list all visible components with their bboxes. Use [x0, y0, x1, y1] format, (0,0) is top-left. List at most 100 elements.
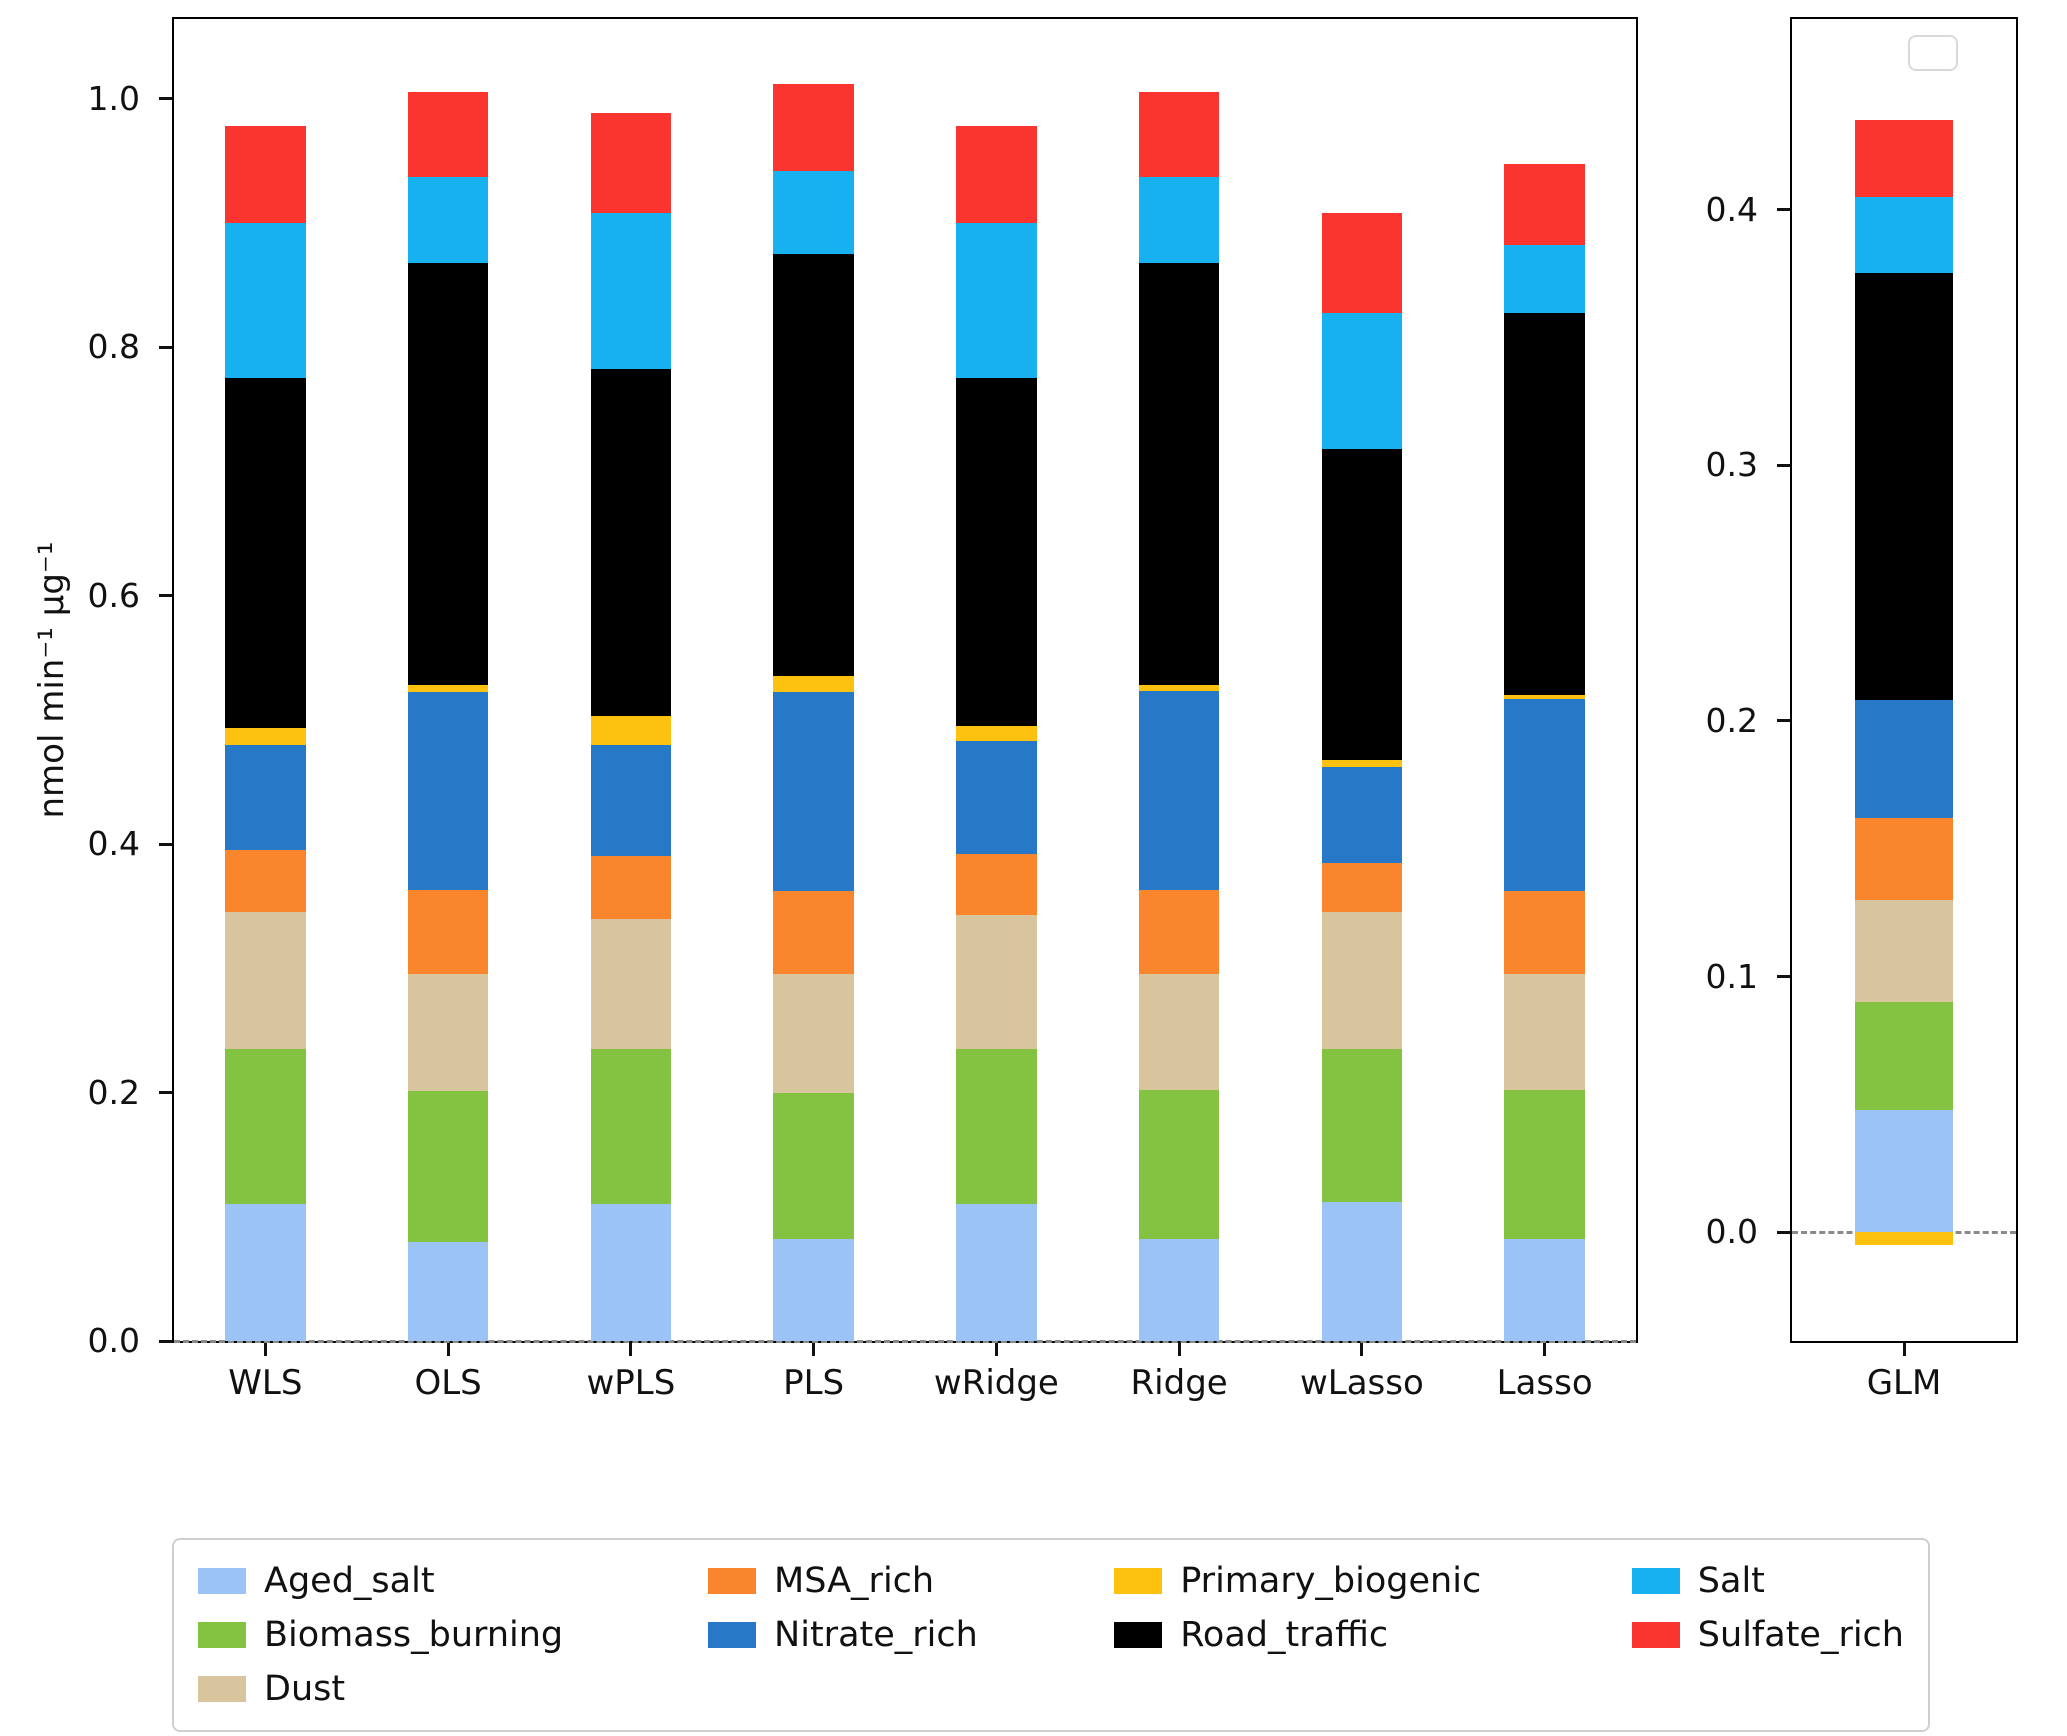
bar-segment-salt	[590, 212, 672, 370]
bar-segment-biomass_burning	[407, 1091, 489, 1242]
y-tick-mark	[159, 1091, 172, 1094]
bar-segment-aged_salt	[1321, 1201, 1403, 1341]
legend-label: Sulfate_rich	[1697, 1615, 1904, 1655]
legend-swatch-nitrate_rich	[708, 1622, 757, 1648]
x-tick-mark	[263, 1343, 267, 1356]
y-tick-label: 1.0	[87, 78, 140, 118]
legend-swatch-sulfate_rich	[1631, 1622, 1680, 1648]
bar-segment-biomass_burning	[1138, 1090, 1220, 1240]
bar-segment-road_traffic	[407, 262, 489, 685]
x-tick-label: WLS	[228, 1363, 303, 1403]
bar-segment-dust	[1138, 974, 1220, 1091]
bar-segment-road_traffic	[1504, 313, 1585, 695]
bar-segment-dust	[590, 918, 672, 1050]
x-tick-mark	[994, 1343, 998, 1356]
y-tick-label: 0.2	[87, 1072, 140, 1112]
x-tick-label: wRidge	[933, 1363, 1059, 1403]
bar-segment-aged_salt	[225, 1204, 306, 1341]
legend-swatch-salt	[1631, 1568, 1680, 1594]
bar-segment-primary_biogenic	[590, 716, 672, 745]
legend-swatch-aged_salt	[198, 1568, 246, 1594]
bar-segment-primary_biogenic	[407, 684, 489, 693]
y-tick-mark	[1777, 463, 1790, 467]
bar-segment-nitrate_rich	[407, 692, 489, 890]
bar-segment-primary_biogenic	[956, 725, 1037, 741]
x-tick-mark	[629, 1343, 633, 1356]
x-tick-mark	[1543, 1343, 1547, 1356]
bar-segment-msa_rich	[773, 891, 854, 975]
x-tick-label: wLasso	[1299, 1363, 1424, 1403]
bar-segment-sulfate_rich	[407, 92, 489, 177]
y-tick-label: 0.6	[87, 575, 140, 615]
bar-segment-road_traffic	[956, 378, 1037, 726]
legend-item: Primary_biogenic	[1114, 1554, 1632, 1608]
bar-segment-road_traffic	[1321, 448, 1403, 760]
bar-segment-sulfate_rich	[1138, 92, 1220, 177]
y-tick-label: 0.0	[1705, 1212, 1758, 1252]
bar-segment-dust	[407, 974, 489, 1092]
zero-dashed-line	[1792, 1230, 2016, 1234]
bar-segment-aged_salt	[1138, 1239, 1220, 1341]
legend-item: Biomass_burning	[198, 1608, 708, 1662]
legend-swatch-road_traffic	[1114, 1622, 1163, 1648]
x-tick-mark	[1902, 1343, 1906, 1356]
y-tick-label: 0.2	[1705, 700, 1758, 740]
y-tick-mark	[159, 594, 172, 597]
bar-segment-msa_rich	[1321, 862, 1403, 913]
y-tick-mark	[159, 1339, 172, 1343]
bar-segment-aged_salt	[407, 1241, 489, 1341]
legend-column: Salt Sulfate_rich	[1631, 1554, 1904, 1716]
legend-label: Dust	[264, 1669, 346, 1709]
y-tick-mark	[159, 842, 172, 846]
bar-segment-primary_biogenic	[225, 728, 306, 745]
x-tick-mark	[446, 1343, 450, 1356]
right-axes: 0.0 0.1 0.2 0.3 0.4 GLM	[1706, 17, 2018, 1403]
bar-segment-sulfate_rich	[1504, 164, 1585, 246]
bar-segment-primary_biogenic	[773, 676, 854, 693]
bar-segment-salt	[225, 222, 306, 379]
bar-segment-salt	[1854, 196, 1954, 274]
bar-segment-msa_rich	[956, 853, 1037, 915]
bar-segment-nitrate_rich	[1854, 700, 1954, 819]
bar-segment-nitrate_rich	[1321, 767, 1403, 863]
x-tick-label: Lasso	[1496, 1363, 1593, 1403]
bar-segment-road_traffic	[1138, 262, 1220, 685]
bar-segment-nitrate_rich	[1504, 698, 1585, 892]
bar-segment-sulfate_rich	[1321, 212, 1403, 314]
legend-item: Aged_salt	[198, 1554, 708, 1608]
legend-swatch-biomass_burning	[198, 1622, 246, 1648]
left-axes: 0.0 0.2 0.4 0.6 0.8 1.0 WLS OLS wPLS PLS wRidge Rid…	[88, 17, 1638, 1403]
legend-column: Primary_biogenic Road_traffic	[1114, 1554, 1632, 1716]
x-tick-mark	[1177, 1343, 1181, 1356]
bar-segment-road_traffic	[1854, 273, 1954, 701]
bar-segment-msa_rich	[1138, 889, 1220, 975]
bar-segment-biomass_burning	[590, 1049, 672, 1205]
x-tick-label: OLS	[414, 1363, 482, 1403]
bar-segment-dust	[1504, 974, 1585, 1091]
bar-segment-salt	[1321, 313, 1403, 449]
bar-segment-aged_salt	[590, 1204, 672, 1341]
bar-segment-primary_biogenic	[1321, 759, 1403, 767]
x-tick-mark	[812, 1343, 816, 1356]
bar-segment-biomass_burning	[225, 1049, 306, 1205]
bar-segment-dust	[956, 914, 1037, 1050]
bar-segment-aged_salt	[1854, 1109, 1954, 1233]
bar-segment-nitrate_rich	[225, 744, 306, 851]
legend-item: Nitrate_rich	[708, 1608, 1114, 1662]
bar-segment-msa_rich	[1854, 818, 1954, 900]
bar-segment-nitrate_rich	[1138, 691, 1220, 890]
bar-segment-primary_biogenic	[1504, 694, 1585, 699]
legend-label: Salt	[1697, 1561, 1765, 1601]
legend-item: Sulfate_rich	[1631, 1608, 1904, 1662]
bar-segment-biomass_burning	[1504, 1090, 1585, 1240]
bar-segment-salt	[773, 170, 854, 254]
legend-column: Aged_salt Biomass_burning Dust	[198, 1554, 708, 1716]
y-tick-label: 0.4	[87, 824, 140, 863]
y-tick-mark	[1777, 1230, 1790, 1234]
bar-segment-salt	[407, 176, 489, 263]
bar-segment-biomass_burning	[773, 1092, 854, 1240]
x-tick-label: PLS	[783, 1363, 845, 1403]
x-tick-label: GLM	[1866, 1363, 1942, 1403]
legend-swatch-primary_biogenic	[1114, 1568, 1163, 1594]
